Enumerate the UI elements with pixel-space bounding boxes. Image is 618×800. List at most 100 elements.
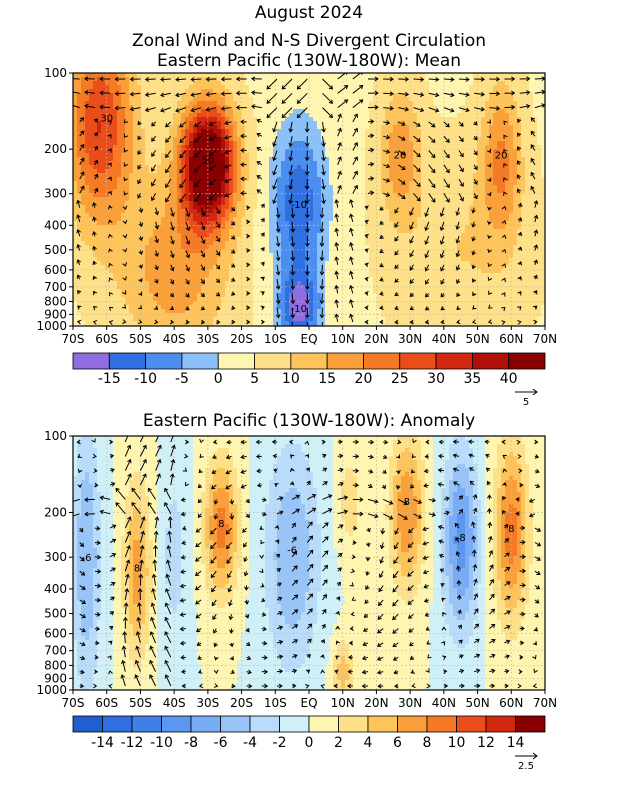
- field-cell: [457, 117, 462, 122]
- field-cell: [413, 189, 418, 194]
- field-cell: [409, 229, 414, 234]
- field-cell: [541, 221, 545, 226]
- field-cell: [517, 193, 522, 198]
- field-cell: [529, 229, 534, 234]
- field-cell: [413, 85, 418, 90]
- field-cell: [233, 181, 238, 186]
- field-cell: [369, 137, 374, 142]
- field-cell: [141, 169, 146, 174]
- field-cell: [181, 213, 186, 218]
- field-cell: [377, 113, 382, 118]
- field-cell: [133, 185, 138, 190]
- field-cell: [121, 241, 126, 246]
- field-cell: [529, 205, 534, 210]
- field-cell: [441, 205, 446, 210]
- field-cell: [97, 189, 102, 194]
- field-cell: [101, 93, 106, 98]
- field-cell: [321, 229, 326, 234]
- field-cell: [73, 93, 78, 98]
- field-cell: [537, 225, 542, 230]
- field-cell: [221, 173, 226, 178]
- field-cell: [101, 73, 106, 78]
- field-cell: [477, 137, 482, 142]
- field-cell: [505, 145, 510, 150]
- field-cell: [393, 93, 398, 98]
- field-cell: [325, 89, 330, 94]
- field-cell: [153, 197, 158, 202]
- field-cell: [313, 165, 318, 170]
- field-cell: [177, 137, 182, 142]
- field-cell: [281, 177, 286, 182]
- field-cell: [217, 81, 222, 86]
- field-cell: [293, 233, 298, 238]
- field-cell: [397, 181, 402, 186]
- field-cell: [385, 81, 390, 86]
- field-cell: [249, 149, 254, 154]
- field-cell: [537, 181, 542, 186]
- field-cell: [405, 121, 410, 126]
- field-cell: [537, 165, 542, 170]
- field-cell: [177, 217, 182, 222]
- field-cell: [341, 77, 346, 82]
- field-cell: [217, 105, 222, 110]
- field-cell: [129, 237, 134, 242]
- field-cell: [125, 129, 130, 134]
- field-cell: [297, 153, 302, 158]
- field-cell: [161, 73, 166, 78]
- field-cell: [521, 213, 526, 218]
- field-cell: [521, 209, 526, 214]
- field-cell: [73, 141, 78, 146]
- field-cell: [445, 121, 450, 126]
- field-cell: [401, 85, 406, 90]
- field-cell: [433, 157, 438, 162]
- field-cell: [217, 117, 222, 122]
- field-cell: [265, 193, 270, 198]
- field-cell: [189, 185, 194, 190]
- field-cell: [141, 89, 146, 94]
- field-cell: [133, 81, 138, 86]
- field-cell: [205, 193, 210, 198]
- field-cell: [157, 145, 162, 150]
- field-cell: [517, 105, 522, 110]
- field-cell: [185, 189, 190, 194]
- field-cell: [445, 145, 450, 150]
- field-cell: [409, 161, 414, 166]
- field-cell: [461, 237, 466, 242]
- field-cell: [257, 169, 262, 174]
- field-cell: [253, 101, 258, 106]
- field-cell: [85, 209, 90, 214]
- field-cell: [253, 121, 258, 126]
- field-cell: [325, 193, 330, 198]
- field-cell: [181, 157, 186, 162]
- field-cell: [317, 177, 322, 182]
- field-cell: [333, 225, 338, 230]
- field-cell: [157, 121, 162, 126]
- field-cell: [477, 197, 482, 202]
- field-cell: [417, 205, 422, 210]
- field-cell: [397, 105, 402, 110]
- field-cell: [357, 169, 362, 174]
- field-cell: [413, 113, 418, 118]
- field-cell: [145, 105, 150, 110]
- field-cell: [149, 117, 154, 122]
- field-cell: [145, 113, 150, 118]
- field-cell: [325, 161, 330, 166]
- field-cell: [469, 201, 474, 206]
- field-cell: [469, 141, 474, 146]
- field-cell: [481, 129, 486, 134]
- field-cell: [157, 189, 162, 194]
- field-cell: [305, 89, 310, 94]
- field-cell: [377, 117, 382, 122]
- field-cell: [153, 125, 158, 130]
- field-cell: [429, 213, 434, 218]
- field-cell: [465, 229, 470, 234]
- field-cell: [249, 197, 254, 202]
- field-cell: [341, 141, 346, 146]
- field-cell: [145, 181, 150, 186]
- field-cell: [177, 185, 182, 190]
- field-cell: [289, 209, 294, 214]
- field-cell: [97, 165, 102, 170]
- field-cell: [465, 173, 470, 178]
- field-cell: [429, 145, 434, 150]
- field-cell: [109, 165, 114, 170]
